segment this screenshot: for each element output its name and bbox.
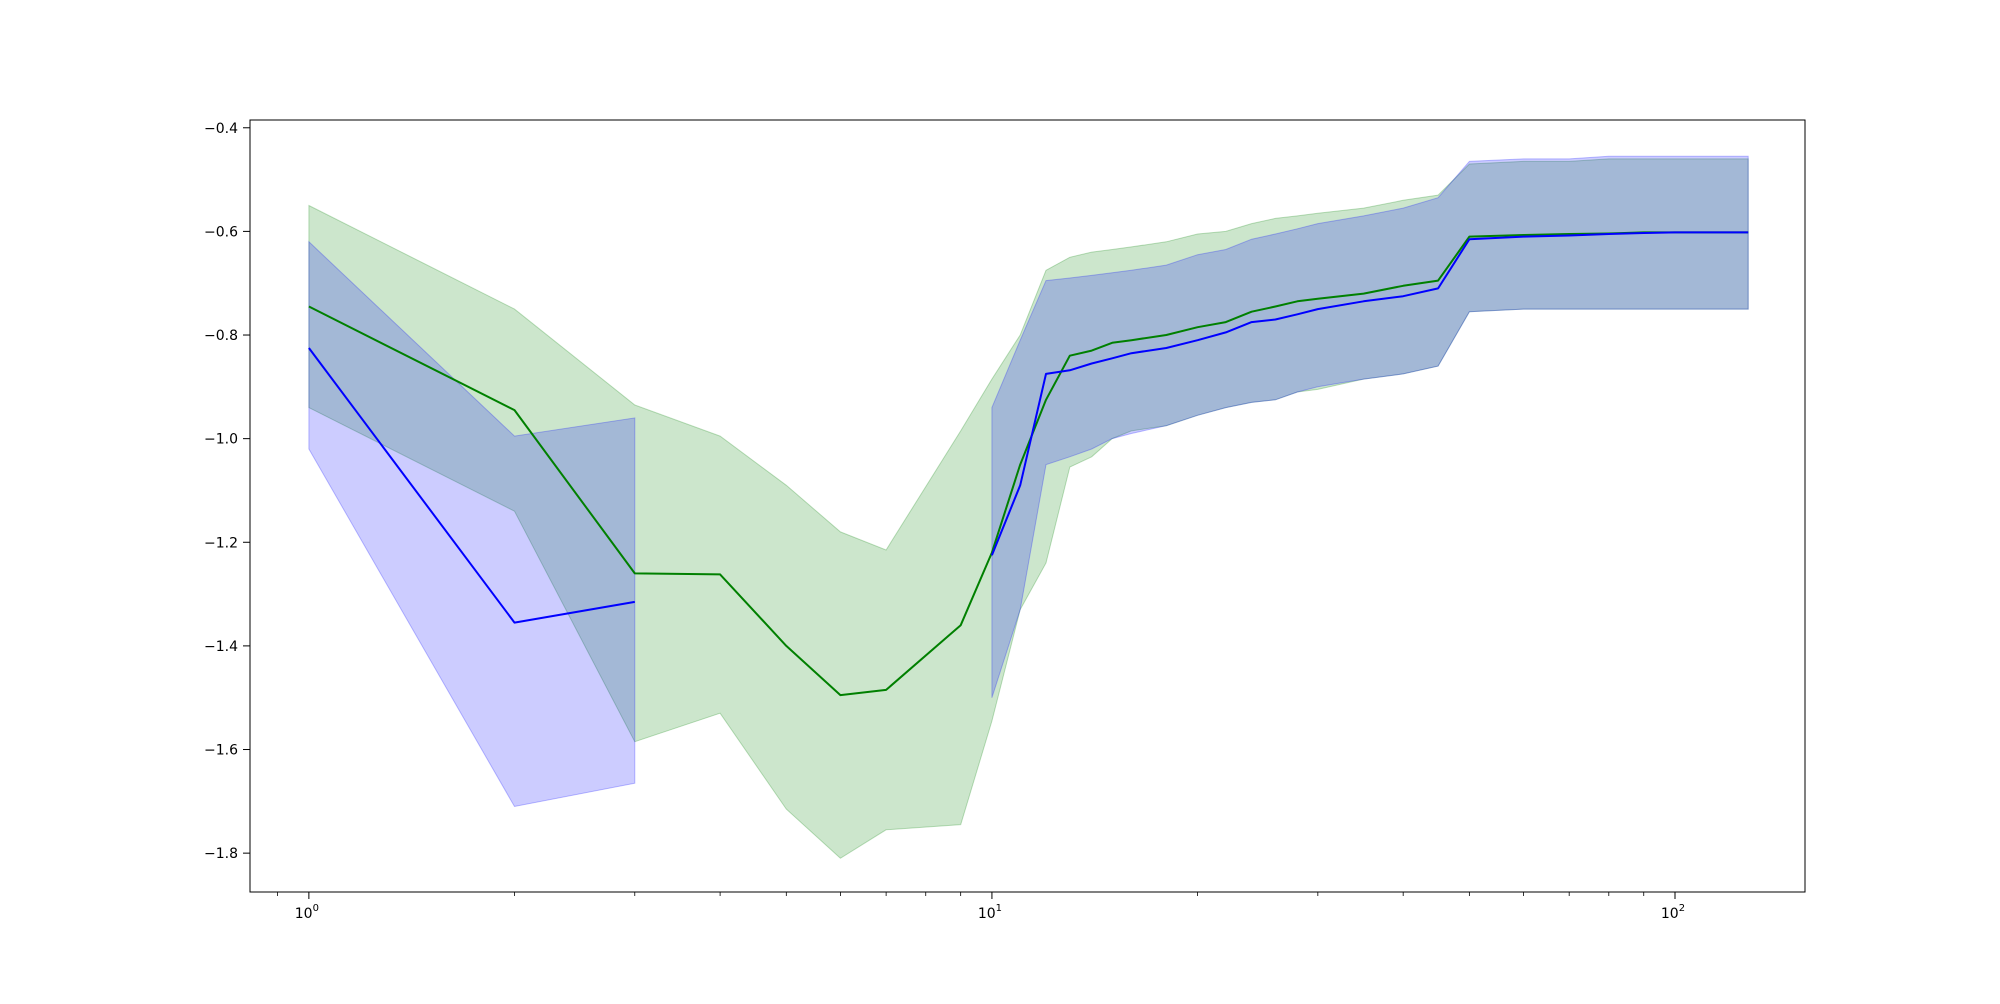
series-1-point: [306, 304, 311, 309]
series-1-point: [1273, 304, 1278, 309]
series-1-line-segment-1: [308, 231, 1749, 697]
series-1-point: [1067, 353, 1072, 358]
series-2-point: [1436, 286, 1441, 291]
series-1-point: [958, 623, 963, 628]
y-tick-label: −1.6: [204, 743, 238, 759]
series-2-point: [632, 599, 637, 604]
series-1-point: [632, 571, 637, 576]
series-2-band-segment-2: [991, 155, 1749, 698]
series-1-point: [1436, 278, 1441, 283]
series-1-point: [838, 693, 843, 698]
x-tick-label: 102: [1661, 903, 1685, 922]
series-2-point: [1195, 338, 1200, 343]
confidence-bands: [308, 155, 1749, 859]
y-tick-label: −0.4: [204, 121, 238, 137]
x-tick-label: 100: [295, 903, 319, 922]
series-2-point: [1067, 368, 1072, 373]
series-2-point: [306, 345, 311, 350]
x-axis: 100 101 102: [277, 892, 1685, 922]
series-2-point: [1467, 237, 1472, 242]
series-2-point: [1315, 307, 1320, 312]
series-1-point: [1295, 299, 1300, 304]
plot-frame: [249, 119, 1806, 893]
series-2-point: [1521, 234, 1526, 239]
y-tick-label: −1.2: [204, 535, 238, 551]
series-2-point: [1295, 312, 1300, 317]
series-2-point: [1273, 317, 1278, 322]
series-2-point: [512, 620, 517, 625]
series-1-point: [718, 572, 723, 577]
y-tick-label: −1.8: [204, 846, 238, 862]
x-tick-label: 101: [978, 903, 1002, 922]
series-2-point: [1249, 320, 1254, 325]
series-2-point: [1567, 233, 1572, 238]
series-1-point: [1018, 462, 1023, 467]
series-1-point: [784, 643, 789, 648]
series-1-point: [1164, 333, 1169, 338]
series-1-point: [1315, 296, 1320, 301]
series-1-point: [1129, 338, 1134, 343]
series-1-band-segment-1: [308, 158, 1749, 859]
series-1-point: [1401, 283, 1406, 288]
series-1-point: [884, 687, 889, 692]
y-tick-label: −0.8: [204, 328, 238, 344]
series-2-point: [1223, 330, 1228, 335]
series-2-point: [1110, 356, 1115, 361]
series-2-point: [1672, 230, 1677, 235]
series-1-point: [1223, 320, 1228, 325]
series-2-point: [1361, 299, 1366, 304]
series-lines: [306, 230, 1751, 698]
series-1-point: [1089, 348, 1094, 353]
series-1-point: [1249, 309, 1254, 314]
series-1-point: [1110, 340, 1115, 345]
y-tick-label: −1.0: [204, 432, 238, 448]
series-1-point: [512, 408, 517, 413]
y-tick-label: −0.6: [204, 224, 238, 240]
series-2-point: [1401, 294, 1406, 299]
series-2-point: [1641, 230, 1646, 235]
series-2-band-segment-1: [308, 240, 636, 808]
series-1-point: [1195, 325, 1200, 330]
series-2-line-segment-2: [990, 231, 1749, 556]
series-2-point: [1044, 371, 1049, 376]
series-2-point: [1018, 483, 1023, 488]
series-2-point: [1606, 231, 1611, 236]
series-1-point: [1044, 397, 1049, 402]
series-2-point: [989, 553, 994, 558]
series-2-line-segment-1: [308, 347, 635, 624]
series-1-point: [1361, 291, 1366, 296]
series-2-point: [1089, 361, 1094, 366]
y-axis: −0.4 −0.6 −0.8 −1.0 −1.2 −1.4 −1.6 −1.8: [204, 121, 250, 862]
series-2-point: [1164, 345, 1169, 350]
series-2-point: [1129, 351, 1134, 356]
series-2-point: [1746, 230, 1751, 235]
y-tick-label: −1.4: [204, 639, 238, 655]
